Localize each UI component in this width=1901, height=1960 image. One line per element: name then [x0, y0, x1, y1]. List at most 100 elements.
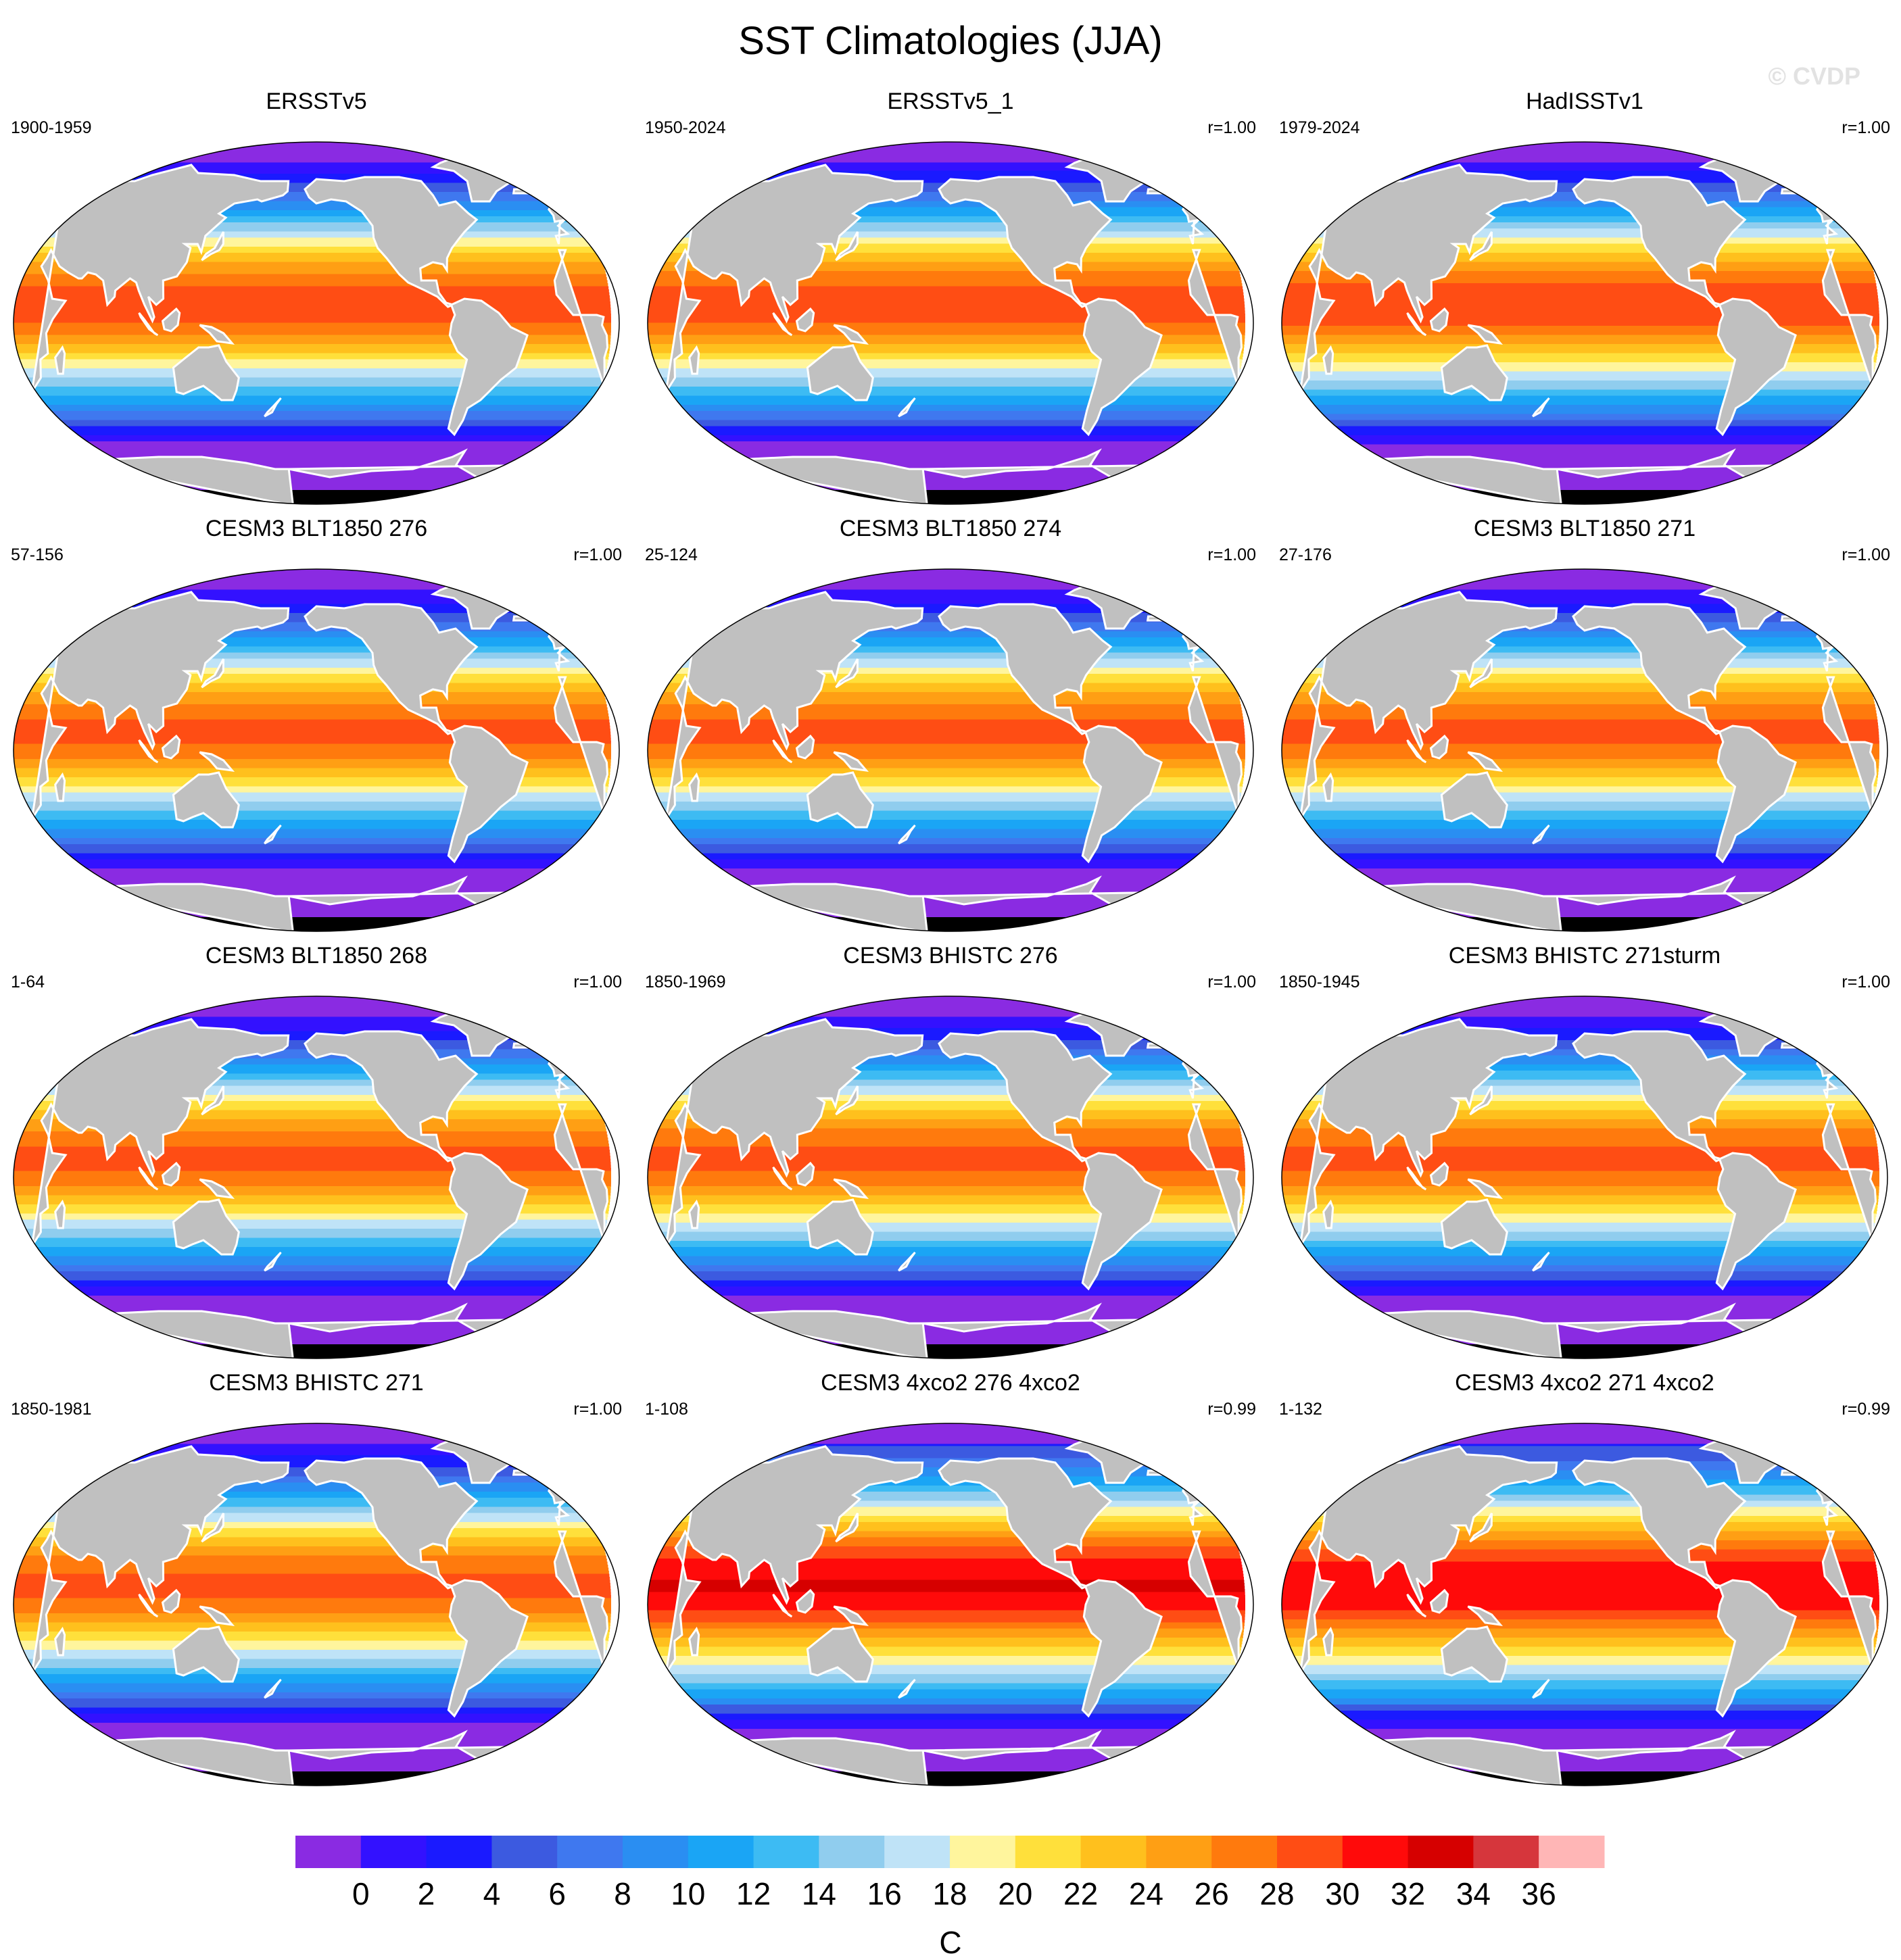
map-panel: CESM3 BHISTC 271 1850-1981 r=1.00 [0, 1368, 633, 1795]
panel-period: 1-64 [11, 972, 45, 992]
colorbar-tick-label: 16 [867, 1876, 902, 1911]
sst-map [1280, 568, 1889, 933]
colorbar-tick-label: 28 [1259, 1876, 1294, 1911]
colorbar-box [1081, 1836, 1147, 1868]
colorbar-tick-label: 10 [671, 1876, 705, 1911]
panel-title: CESM3 4xco2 271 4xco2 [1268, 1368, 1901, 1398]
map-panel: CESM3 BLT1850 276 57-156 r=1.00 [0, 514, 633, 941]
sst-map [646, 568, 1255, 933]
panel-title: CESM3 BLT1850 271 [1268, 514, 1901, 543]
colorbar-boxes [295, 1836, 1605, 1868]
panel-title: HadISSTv1 [1268, 87, 1901, 116]
colorbar-tick-labels: 0 2 4 6 8 10 12 14 16 18 20 22 24 26 28 30 32 34 36 [352, 1876, 1556, 1911]
colorbar-box [491, 1836, 557, 1868]
panel-correlation: r=1.00 [573, 545, 622, 565]
colorbar-tick-label: 0 [352, 1876, 370, 1911]
colorbar-box [623, 1836, 688, 1868]
panel-correlation: r=1.00 [1842, 972, 1890, 992]
colorbar-tick-label: 8 [614, 1876, 631, 1911]
colorbar: 0 2 4 6 8 10 12 14 16 18 20 22 24 26 28 30 32 34 36 C [0, 1825, 1901, 1960]
panel-title: CESM3 4xco2 276 4xco2 [634, 1368, 1267, 1398]
panel-period: 25-124 [645, 545, 698, 565]
panel-title: ERSSTv5 [0, 87, 633, 116]
sst-map [12, 1422, 621, 1787]
colorbar-box [427, 1836, 492, 1868]
sst-map [646, 995, 1255, 1360]
colorbar-box [688, 1836, 754, 1868]
panel-correlation: r=1.00 [1842, 545, 1890, 565]
sst-map [646, 141, 1255, 506]
colorbar-box [819, 1836, 884, 1868]
colorbar-tick-label: 34 [1456, 1876, 1491, 1911]
panel-period: 1900-1959 [11, 118, 92, 138]
sst-map [12, 995, 621, 1360]
sst-map [12, 568, 621, 933]
panel-period: 1850-1981 [11, 1399, 92, 1419]
colorbar-box [1473, 1836, 1539, 1868]
panel-correlation: r=1.00 [573, 1399, 622, 1419]
sst-map [1280, 1422, 1889, 1787]
map-panel: ERSSTv5 1900-1959 [0, 87, 633, 514]
panel-title: CESM3 BHISTC 271 [0, 1368, 633, 1398]
map-panel: CESM3 BLT1850 268 1-64 r=1.00 [0, 941, 633, 1368]
panel-correlation: r=1.00 [1207, 545, 1256, 565]
colorbar-box [1277, 1836, 1343, 1868]
map-panel: CESM3 BLT1850 274 25-124 r=1.00 [634, 514, 1267, 941]
panel-correlation: r=1.00 [573, 972, 622, 992]
colorbar-box [557, 1836, 623, 1868]
sst-map [1280, 141, 1889, 506]
map-panel: CESM3 4xco2 271 4xco2 1-132 r=0.99 [1268, 1368, 1901, 1795]
colorbar-tick-label: 6 [548, 1876, 566, 1911]
colorbar-tick-label: 30 [1325, 1876, 1359, 1911]
panel-correlation: r=0.99 [1842, 1399, 1890, 1419]
panel-period: 1950-2024 [645, 118, 726, 138]
sst-map [1280, 995, 1889, 1360]
colorbar-box [361, 1836, 427, 1868]
panel-period: 57-156 [11, 545, 64, 565]
panel-title: CESM3 BHISTC 276 [634, 941, 1267, 971]
colorbar-tick-label: 18 [932, 1876, 967, 1911]
colorbar-box [295, 1836, 361, 1868]
panel-title: ERSSTv5_1 [634, 87, 1267, 116]
panel-period: 27-176 [1279, 545, 1332, 565]
panel-title: CESM3 BLT1850 268 [0, 941, 633, 971]
colorbar-box [1146, 1836, 1211, 1868]
colorbar-box [1539, 1836, 1604, 1868]
sst-map [12, 141, 621, 506]
colorbar-box [1408, 1836, 1474, 1868]
colorbar-tick-label: 2 [418, 1876, 435, 1911]
map-panel: CESM3 4xco2 276 4xco2 1-108 r=0.99 [634, 1368, 1267, 1795]
panel-correlation: r=1.00 [1842, 118, 1890, 138]
map-panel: CESM3 BHISTC 271sturm 1850-1945 r=1.00 [1268, 941, 1901, 1368]
colorbar-box [884, 1836, 950, 1868]
map-panel: ERSSTv5_1 1950-2024 r=1.00 [634, 87, 1267, 514]
panel-period: 1850-1969 [645, 972, 726, 992]
panel-period: 1979-2024 [1279, 118, 1360, 138]
colorbar-tick-label: 36 [1522, 1876, 1556, 1911]
panel-correlation: r=1.00 [1207, 118, 1256, 138]
map-panel: HadISSTv1 1979-2024 r=1.00 [1268, 87, 1901, 514]
sst-map [646, 1422, 1255, 1787]
colorbar-unit-label: C [939, 1925, 961, 1960]
colorbar-tick-label: 20 [998, 1876, 1032, 1911]
colorbar-tick-label: 12 [736, 1876, 771, 1911]
panel-grid: ERSSTv5 1900-1959 ERSSTv5_1 1950-2024 r=1.00… [0, 0, 1901, 1825]
panel-title: CESM3 BHISTC 271sturm [1268, 941, 1901, 971]
panel-period: 1-132 [1279, 1399, 1322, 1419]
colorbar-box [950, 1836, 1015, 1868]
panel-period: 1850-1945 [1279, 972, 1360, 992]
colorbar-tick-label: 26 [1195, 1876, 1229, 1911]
map-panel: CESM3 BHISTC 276 1850-1969 r=1.00 [634, 941, 1267, 1368]
panel-period: 1-108 [645, 1399, 688, 1419]
colorbar-tick-label: 24 [1129, 1876, 1163, 1911]
colorbar-tick-label: 32 [1391, 1876, 1425, 1911]
panel-title: CESM3 BLT1850 274 [634, 514, 1267, 543]
colorbar-box [754, 1836, 819, 1868]
colorbar-tick-label: 22 [1063, 1876, 1098, 1911]
colorbar-box [1015, 1836, 1081, 1868]
panel-title: CESM3 BLT1850 276 [0, 514, 633, 543]
colorbar-tick-label: 14 [802, 1876, 836, 1911]
colorbar-box [1343, 1836, 1408, 1868]
colorbar-box [1211, 1836, 1277, 1868]
panel-correlation: r=0.99 [1207, 1399, 1256, 1419]
